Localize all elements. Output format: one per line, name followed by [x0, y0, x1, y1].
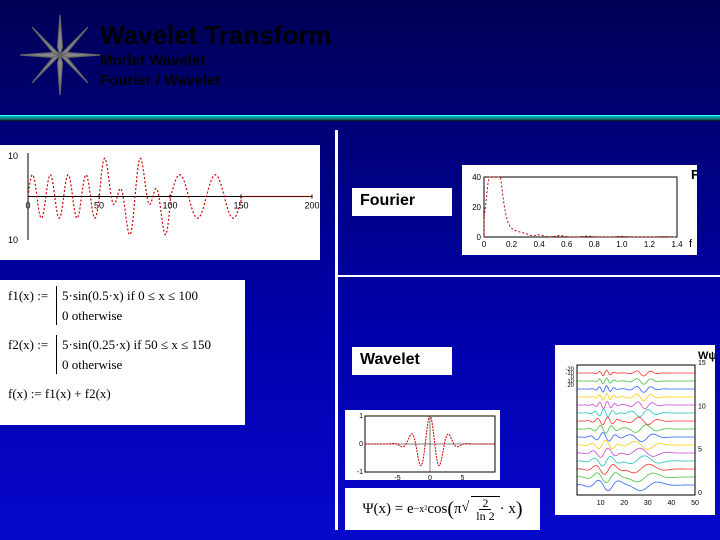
svg-text:10: 10: [8, 235, 18, 245]
f1-lhs: f1(x) :=: [8, 286, 56, 325]
wavelet-scalogram-chart: -20-1001020Wψ[f]1020304050051015: [555, 345, 715, 515]
wavelet-label: Wavelet: [352, 347, 452, 375]
slide-title: Wavelet Transform: [100, 20, 720, 51]
f-sum: f(x) := f1(x) + f2(x): [8, 384, 237, 404]
svg-text:0.8: 0.8: [589, 240, 601, 249]
svg-text:20: 20: [472, 203, 481, 212]
svg-text:5: 5: [698, 447, 702, 454]
svg-text:1.4: 1.4: [671, 240, 683, 249]
svg-text:1.0: 1.0: [616, 240, 628, 249]
svg-text:0.2: 0.2: [506, 240, 518, 249]
svg-text:15: 15: [698, 360, 706, 367]
slide-subtitle-2: Fourier / Wavelet: [100, 71, 720, 91]
svg-text:50: 50: [691, 500, 699, 507]
wavelet-equation: Ψ(x) = e−x² cos ( π √ 2ln 2 · x ): [345, 488, 540, 530]
slide-header: Wavelet Transform Morlet Wavelet Fourier…: [0, 0, 720, 115]
header-divider: [0, 115, 720, 121]
svg-text:150: 150: [233, 201, 248, 211]
svg-text:10: 10: [8, 151, 18, 161]
f2-lhs: f2(x) :=: [8, 335, 56, 374]
fourier-label: Fourier: [352, 188, 452, 216]
f1-case-b: 0 otherwise: [62, 306, 198, 326]
svg-text:-5: -5: [394, 475, 400, 480]
vertical-divider: [335, 130, 338, 530]
starburst-icon: [20, 15, 100, 95]
svg-text:1.2: 1.2: [644, 240, 656, 249]
psi-cos: cos: [427, 501, 447, 518]
svg-text:40: 40: [668, 500, 676, 507]
svg-text:0: 0: [359, 441, 363, 448]
slide-content: 0501001502001010 f1(x) := 5·sin(0.5·x) i…: [0, 130, 720, 540]
psi-tail: · x: [500, 501, 516, 518]
svg-text:0: 0: [428, 475, 432, 480]
morlet-wavelet-chart: -5 0 5 -1 0 1: [345, 410, 500, 480]
psi-pi: π: [454, 501, 462, 518]
psi-lhs: Ψ(x) = e: [362, 501, 413, 518]
svg-text:10: 10: [597, 500, 605, 507]
svg-text:0: 0: [482, 240, 487, 249]
f2-case-b: 0 otherwise: [62, 355, 211, 375]
psi-exp: −x²: [414, 504, 428, 515]
horizontal-divider: [335, 275, 720, 277]
svg-text:F[f]: F[f]: [691, 167, 697, 182]
svg-text:f: f: [689, 238, 693, 250]
svg-text:100: 100: [162, 201, 177, 211]
slide-subtitle-1: Morlet Wavelet: [100, 51, 720, 71]
svg-text:20: 20: [620, 500, 628, 507]
svg-text:5: 5: [461, 475, 465, 480]
signal-chart: 0501001502001010: [0, 145, 320, 260]
svg-text:20: 20: [567, 383, 574, 389]
svg-text:10: 10: [698, 403, 706, 410]
svg-text:0: 0: [25, 201, 30, 211]
svg-text:200: 200: [304, 201, 319, 211]
svg-text:0.6: 0.6: [561, 240, 573, 249]
f1-case-a: 5·sin(0.5·x) if 0 ≤ x ≤ 100: [62, 286, 198, 306]
svg-text:-1: -1: [357, 469, 363, 476]
f2-case-a: 5·sin(0.25·x) if 50 ≤ x ≤ 150: [62, 335, 211, 355]
fourier-spectrum-chart: 0204000.20.40.60.81.01.21.4F[f]f: [462, 165, 697, 255]
svg-text:0.4: 0.4: [534, 240, 546, 249]
svg-text:1: 1: [359, 413, 363, 420]
psi-den: ln 2: [473, 510, 497, 522]
svg-text:30: 30: [644, 500, 652, 507]
function-definitions: f1(x) := 5·sin(0.5·x) if 0 ≤ x ≤ 100 0 o…: [0, 280, 245, 425]
svg-text:40: 40: [472, 173, 481, 182]
svg-text:0: 0: [698, 490, 702, 497]
